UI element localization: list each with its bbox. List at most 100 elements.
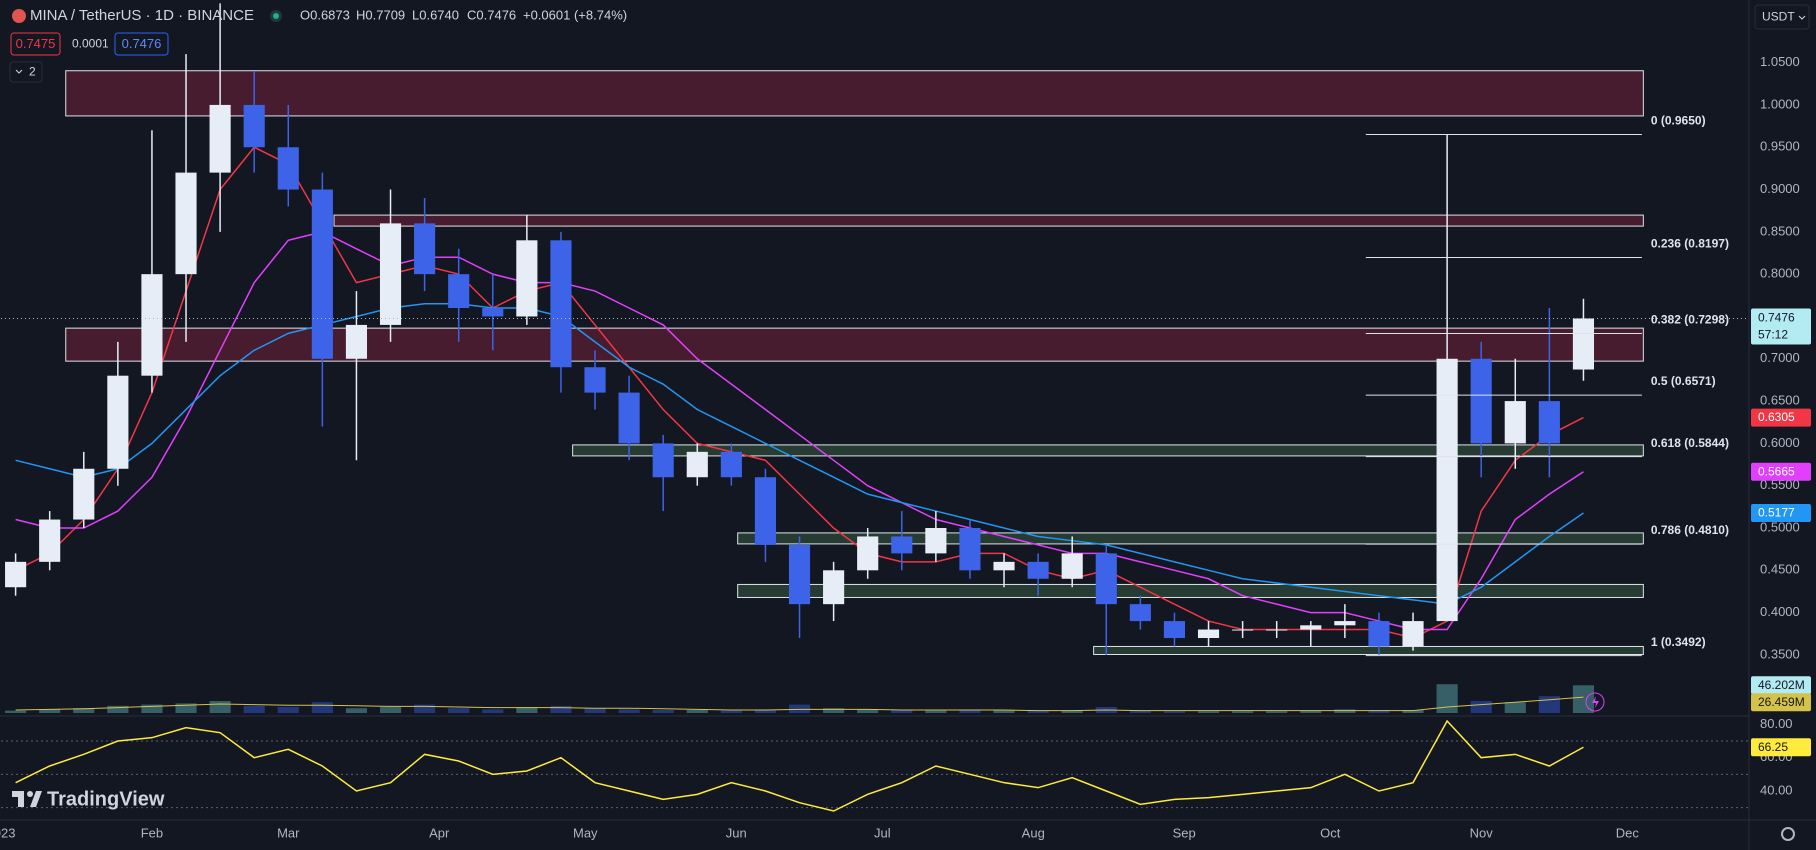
y-tick-label: 0.6500 (1760, 393, 1800, 408)
candle-body (1402, 621, 1424, 647)
x-tick-label: May (573, 825, 598, 840)
candle-body (1334, 621, 1356, 626)
candle-body (584, 367, 606, 393)
y-tick-label: 0.6000 (1760, 435, 1800, 450)
volume-bar (448, 708, 470, 713)
logo-shape (30, 791, 42, 807)
volume-bar (1027, 710, 1049, 713)
market-status-dot (273, 13, 279, 19)
volume-bar (1300, 710, 1322, 713)
volume-bar (482, 709, 504, 713)
price-tag: 0.7476 (1758, 311, 1795, 325)
candle-body (107, 375, 129, 469)
brand-logo: TradingView (12, 788, 165, 810)
volume-bar (891, 710, 913, 713)
volume-ma-tag: 26.459M (1758, 695, 1805, 709)
symbol-title[interactable]: MINA / TetherUS · 1D · BINANCE (30, 7, 254, 24)
volume-bar (1436, 684, 1458, 713)
volume-bar (652, 710, 674, 713)
plot (1, 3, 1749, 812)
moving-average (15, 303, 1584, 605)
zone (572, 444, 1644, 457)
y-tick-label: 0.5000 (1760, 519, 1800, 534)
x-tick-label: Jul (874, 825, 891, 840)
rsi-tag-bg (1751, 738, 1811, 757)
volume-bar (1402, 710, 1424, 713)
volume-bar (175, 703, 197, 713)
brand-name: TradingView (47, 788, 165, 810)
candle-body (959, 528, 981, 571)
candle-body (209, 104, 231, 173)
zone (65, 70, 1644, 117)
volume-bar (345, 708, 368, 713)
volume-bar (107, 705, 129, 713)
spread: 0.0001 (72, 37, 109, 51)
volume-bar (414, 704, 436, 713)
y-tick-label: 0.9500 (1760, 139, 1800, 154)
candle-body (1129, 604, 1151, 622)
volume-bar (379, 707, 402, 713)
indicators-toggle[interactable] (9, 61, 43, 83)
fib-label: 0.5 (0.6571) (1651, 374, 1716, 388)
buy-price[interactable]: 0.7476 (122, 36, 162, 51)
ohlc-low: L0.6740 (412, 7, 459, 22)
settings-icon[interactable] (1781, 827, 1795, 841)
volume-bar (73, 708, 95, 713)
fib-label: 0.382 (0.7298) (1651, 313, 1729, 327)
y-tick-label: 0.4500 (1760, 562, 1800, 577)
candle-body (891, 536, 913, 554)
fib-label: 0.618 (0.5844) (1651, 436, 1729, 450)
volume-ma-tag-bg (1751, 693, 1811, 712)
rsi-line (15, 719, 1584, 812)
x-tick-label: Sep (1173, 825, 1196, 840)
candle-body (686, 451, 708, 478)
x-tick-label: Nov (1470, 825, 1494, 840)
candle-body (345, 324, 368, 359)
y-tick-label: 0.7000 (1760, 350, 1800, 365)
fib-label: 0.236 (0.8197) (1651, 237, 1729, 251)
volume-bar (959, 709, 981, 713)
alert-icon[interactable] (1585, 692, 1605, 712)
candle-body (482, 308, 504, 317)
candle-body (311, 189, 333, 359)
x-tick-label: Apr (429, 825, 450, 840)
currency-button[interactable] (1754, 4, 1810, 30)
currency-label[interactable]: USDT (1762, 10, 1795, 24)
volume-bar (39, 709, 61, 713)
sell-box[interactable] (10, 32, 61, 56)
buy-box[interactable] (114, 32, 169, 56)
sell-price[interactable]: 0.7475 (16, 36, 56, 51)
volume-bar (720, 710, 742, 713)
volume-bar (1232, 711, 1254, 713)
fib-label: 0 (0.9650) (1651, 114, 1706, 128)
candle-body (1095, 553, 1117, 605)
candle-body (823, 570, 845, 605)
indicators-count[interactable]: 2 (29, 65, 36, 79)
ma-tag: 0.5665 (1758, 464, 1795, 478)
x-tick-label: Aug (1022, 825, 1045, 840)
y-tick-label: 1.0000 (1760, 96, 1800, 111)
y-tick-label: 0.3500 (1760, 646, 1800, 661)
volume-tag-bg (1751, 676, 1811, 695)
volume-bar (1163, 711, 1186, 713)
candle-body (618, 392, 640, 444)
volume-bar (1334, 709, 1356, 713)
ma-tag: 0.6305 (1758, 410, 1795, 424)
candle-body (1470, 358, 1492, 444)
rsi-tick-label: 80.00 (1760, 716, 1793, 731)
y-tick-label: 0.8000 (1760, 266, 1800, 281)
candle-body (1572, 318, 1595, 370)
x-tick-label: 2023 (0, 825, 15, 840)
candle-body (1368, 621, 1390, 647)
candle-body (652, 443, 674, 478)
zone (1093, 645, 1644, 656)
moving-average (15, 146, 1584, 639)
volume-bar (1197, 711, 1220, 713)
volume-bar (516, 707, 538, 713)
candle-body (857, 536, 879, 571)
rsi-tick-label: 40.00 (1760, 782, 1793, 797)
y-tick-label: 0.5500 (1760, 477, 1800, 492)
x-tick-label: Jun (726, 825, 747, 840)
